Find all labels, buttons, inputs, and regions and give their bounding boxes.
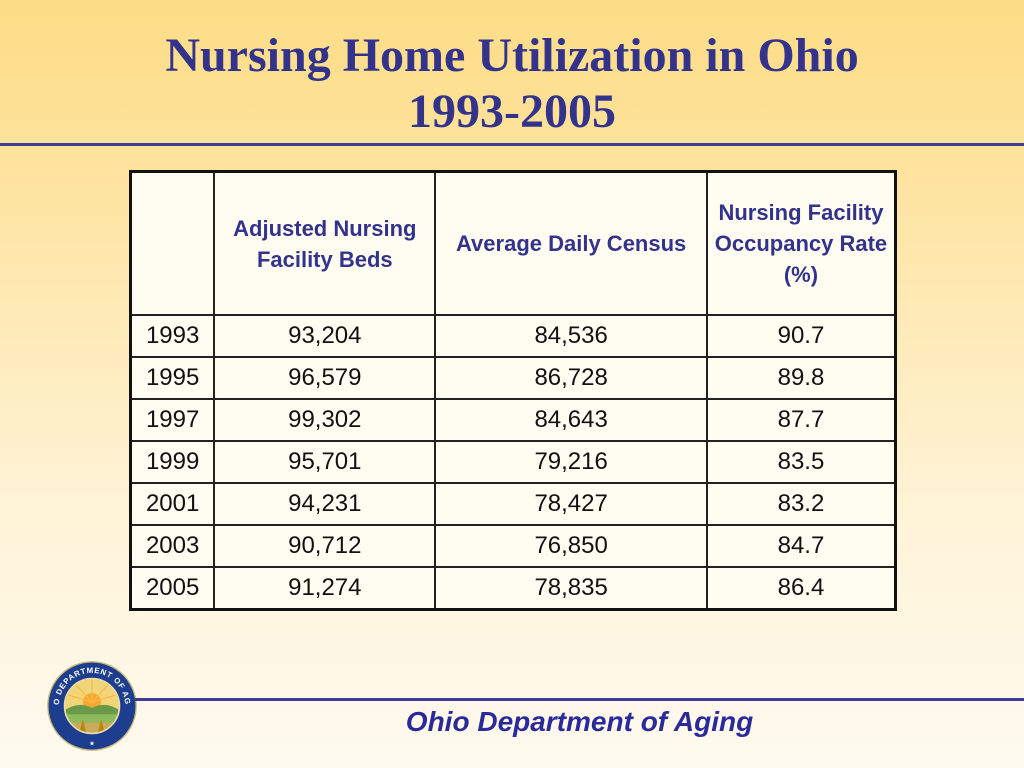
cell-beds: 91,274 xyxy=(213,566,437,611)
cell-occupancy: 86.4 xyxy=(705,566,897,611)
table-header-row: Adjusted Nursing Facility Beds Average D… xyxy=(129,170,897,316)
cell-beds: 93,204 xyxy=(213,314,437,358)
cell-census: 78,427 xyxy=(434,482,708,526)
header-cell-occupancy: Nursing Facility Occupancy Rate (%) xyxy=(705,170,897,316)
header-cell-beds: Adjusted Nursing Facility Beds xyxy=(213,170,437,316)
cell-census: 86,728 xyxy=(434,356,708,400)
table-row: 1993 93,204 84,536 90.7 xyxy=(129,314,897,358)
table-row: 2001 94,231 78,427 83.2 xyxy=(129,482,897,526)
cell-beds: 95,701 xyxy=(213,440,437,484)
cell-year: 1997 xyxy=(129,398,216,442)
utilization-table: Adjusted Nursing Facility Beds Average D… xyxy=(129,170,897,611)
cell-year: 1999 xyxy=(129,440,216,484)
table-row: 2005 91,274 78,835 86.4 xyxy=(129,566,897,611)
cell-occupancy: 83.2 xyxy=(705,482,897,526)
table-row: 1999 95,701 79,216 83.5 xyxy=(129,440,897,484)
cell-year: 2001 xyxy=(129,482,216,526)
footer-organization: Ohio Department of Aging xyxy=(405,706,754,737)
cell-occupancy: 90.7 xyxy=(705,314,897,358)
cell-year: 2005 xyxy=(129,566,216,611)
cell-year: 2003 xyxy=(129,524,216,568)
header-cell-year xyxy=(129,170,216,316)
cell-beds: 96,579 xyxy=(213,356,437,400)
cell-beds: 90,712 xyxy=(213,524,437,568)
cell-census: 76,850 xyxy=(434,524,708,568)
cell-occupancy: 87.7 xyxy=(705,398,897,442)
slide-title-line1: Nursing Home Utilization in Ohio xyxy=(165,29,859,82)
cell-beds: 94,231 xyxy=(213,482,437,526)
footer-divider xyxy=(135,698,1024,701)
cell-census: 84,536 xyxy=(434,314,708,358)
cell-census: 78,835 xyxy=(434,566,708,611)
cell-beds: 99,302 xyxy=(213,398,437,442)
slide-title: Nursing Home Utilization in Ohio 1993-20… xyxy=(0,28,1024,140)
cell-census: 79,216 xyxy=(434,440,708,484)
table-row: 2003 90,712 76,850 84.7 xyxy=(129,524,897,568)
cell-year: 1995 xyxy=(129,356,216,400)
cell-year: 1993 xyxy=(129,314,216,358)
table-row: 1995 96,579 86,728 89.8 xyxy=(129,356,897,400)
cell-occupancy: 84.7 xyxy=(705,524,897,568)
table-row: 1997 99,302 84,643 87.7 xyxy=(129,398,897,442)
ohio-seal-icon: OHIO DEPARTMENT OF AGING ★ xyxy=(46,660,137,751)
title-divider xyxy=(0,143,1024,146)
cell-census: 84,643 xyxy=(434,398,708,442)
cell-occupancy: 83.5 xyxy=(705,440,897,484)
slide-title-line2: 1993-2005 xyxy=(408,85,616,138)
header-cell-census: Average Daily Census xyxy=(434,170,708,316)
cell-occupancy: 89.8 xyxy=(705,356,897,400)
svg-text:★: ★ xyxy=(89,740,95,748)
